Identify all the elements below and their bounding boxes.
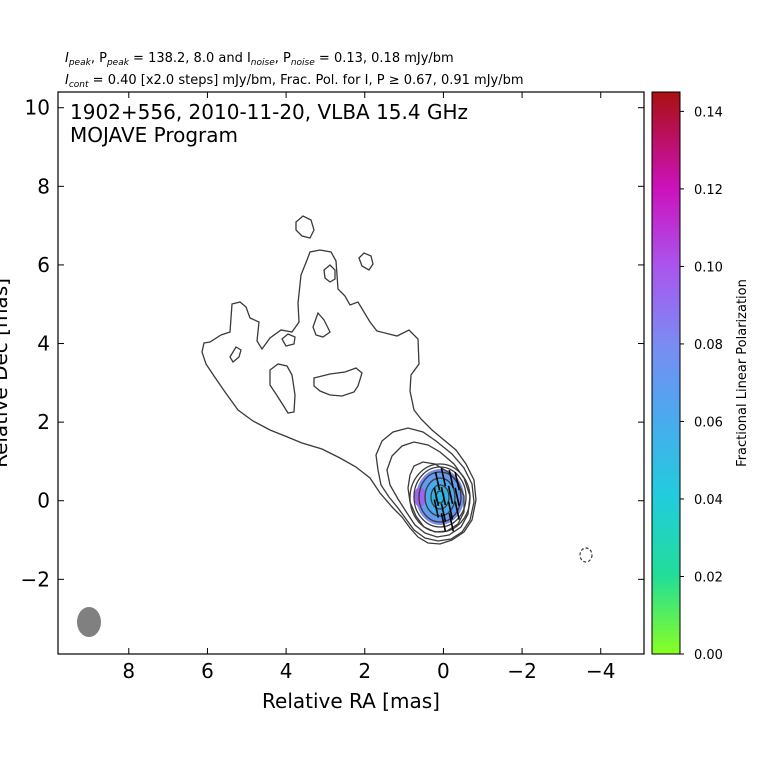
- plot-title-line-2: MOJAVE Program: [70, 123, 238, 147]
- contour-level-9: [424, 477, 456, 517]
- contour-set: [201, 215, 477, 545]
- x-tick-label: 0: [437, 659, 450, 683]
- evpa-tick: [447, 485, 454, 505]
- colorbar-tick-label: 0.12: [694, 183, 723, 198]
- contour-hole-1: [269, 363, 296, 414]
- negative-contour: [579, 547, 593, 563]
- evpa-tick: [433, 487, 440, 506]
- x-tick-label: 8: [122, 659, 135, 683]
- plot-frame: [57, 91, 645, 655]
- contour-level-8: [418, 471, 462, 523]
- contour-island-6: [229, 346, 242, 363]
- y-tick-label: 8: [37, 174, 50, 198]
- evpa-tick: [440, 503, 447, 522]
- x-tick-label: 6: [201, 659, 214, 683]
- colorbar-tick-label: 0.10: [694, 260, 723, 275]
- y-tick-label: 10: [25, 96, 50, 120]
- contour-level-5: [407, 461, 465, 533]
- contour-level-3: [375, 427, 475, 542]
- contour-outer: [201, 249, 477, 545]
- y-tick-label: 2: [37, 410, 50, 434]
- colorbar-tick-label: 0.06: [694, 415, 723, 430]
- contour-level-10: [430, 484, 450, 510]
- plot-title-line-1: 1902+556, 2010-11-20, VLBA 15.4 GHz: [70, 100, 468, 124]
- y-tick-label: 4: [37, 332, 50, 356]
- contour-level-4: [386, 441, 471, 538]
- y-tick-label: −2: [21, 567, 50, 591]
- colorbar-tick-label: 0.08: [694, 338, 723, 353]
- colorbar-label: Fractional Linear Polarization: [735, 279, 750, 467]
- colorbar: [651, 91, 681, 655]
- header-line-1: Ipeak, Ppeak = 138.2, 8.0 and Inoise, Pn…: [65, 51, 454, 68]
- header-line-2: Icont = 0.40 [x2.0 steps] mJy/bm, Frac. …: [65, 73, 524, 90]
- x-tick-label: 2: [358, 659, 371, 683]
- evpa-tick: [454, 471, 460, 491]
- y-axis-ticks: −2 0 2 4 6 8 10: [21, 96, 644, 591]
- colorbar-tick-label: 0.04: [694, 493, 723, 508]
- evpa-tick: [454, 487, 460, 506]
- contour-island-4: [312, 311, 331, 338]
- evpa-tick: [448, 513, 455, 532]
- y-axis-label: Relative Dec [mas]: [0, 278, 12, 468]
- x-tick-label: 4: [280, 659, 293, 683]
- evpa-tick: [434, 471, 441, 491]
- contour-hole-2: [313, 367, 363, 397]
- contour-island-3: [323, 264, 336, 283]
- colorbar-tick-label: 0.14: [694, 105, 723, 120]
- x-tick-label: −2: [507, 659, 536, 683]
- beam-ellipse: [77, 607, 101, 637]
- colorbar-ticks: 0.00 0.02 0.04 0.06 0.08 0.10 0.12 0.14: [680, 105, 723, 663]
- evpa-tick: [440, 467, 447, 487]
- evpa-tick: [454, 501, 460, 520]
- x-tick-label: −4: [586, 659, 615, 683]
- y-tick-label: 0: [37, 489, 50, 513]
- plot-area: [77, 215, 593, 637]
- evpa-ticks: [433, 467, 460, 532]
- x-axis-ticks: 8 6 4 2 0 −2 −4: [122, 92, 615, 683]
- evpa-tick: [440, 486, 447, 506]
- evpa-tick: [448, 469, 455, 489]
- polarization-patch-edge: [414, 487, 426, 507]
- colorbar-tick-label: 0.00: [694, 648, 723, 663]
- contour-island-5: [281, 333, 296, 347]
- x-axis-label: Relative RA [mas]: [262, 689, 440, 713]
- y-tick-label: 6: [37, 253, 50, 277]
- contour-level-7: [413, 466, 467, 528]
- contour-island-1: [295, 215, 315, 239]
- evpa-tick: [433, 499, 440, 518]
- evpa-tick: [440, 513, 447, 532]
- evpa-tick: [447, 501, 454, 520]
- contour-level-6: [409, 463, 471, 533]
- contour-island-2: [358, 252, 374, 271]
- colorbar-tick-label: 0.02: [694, 570, 723, 585]
